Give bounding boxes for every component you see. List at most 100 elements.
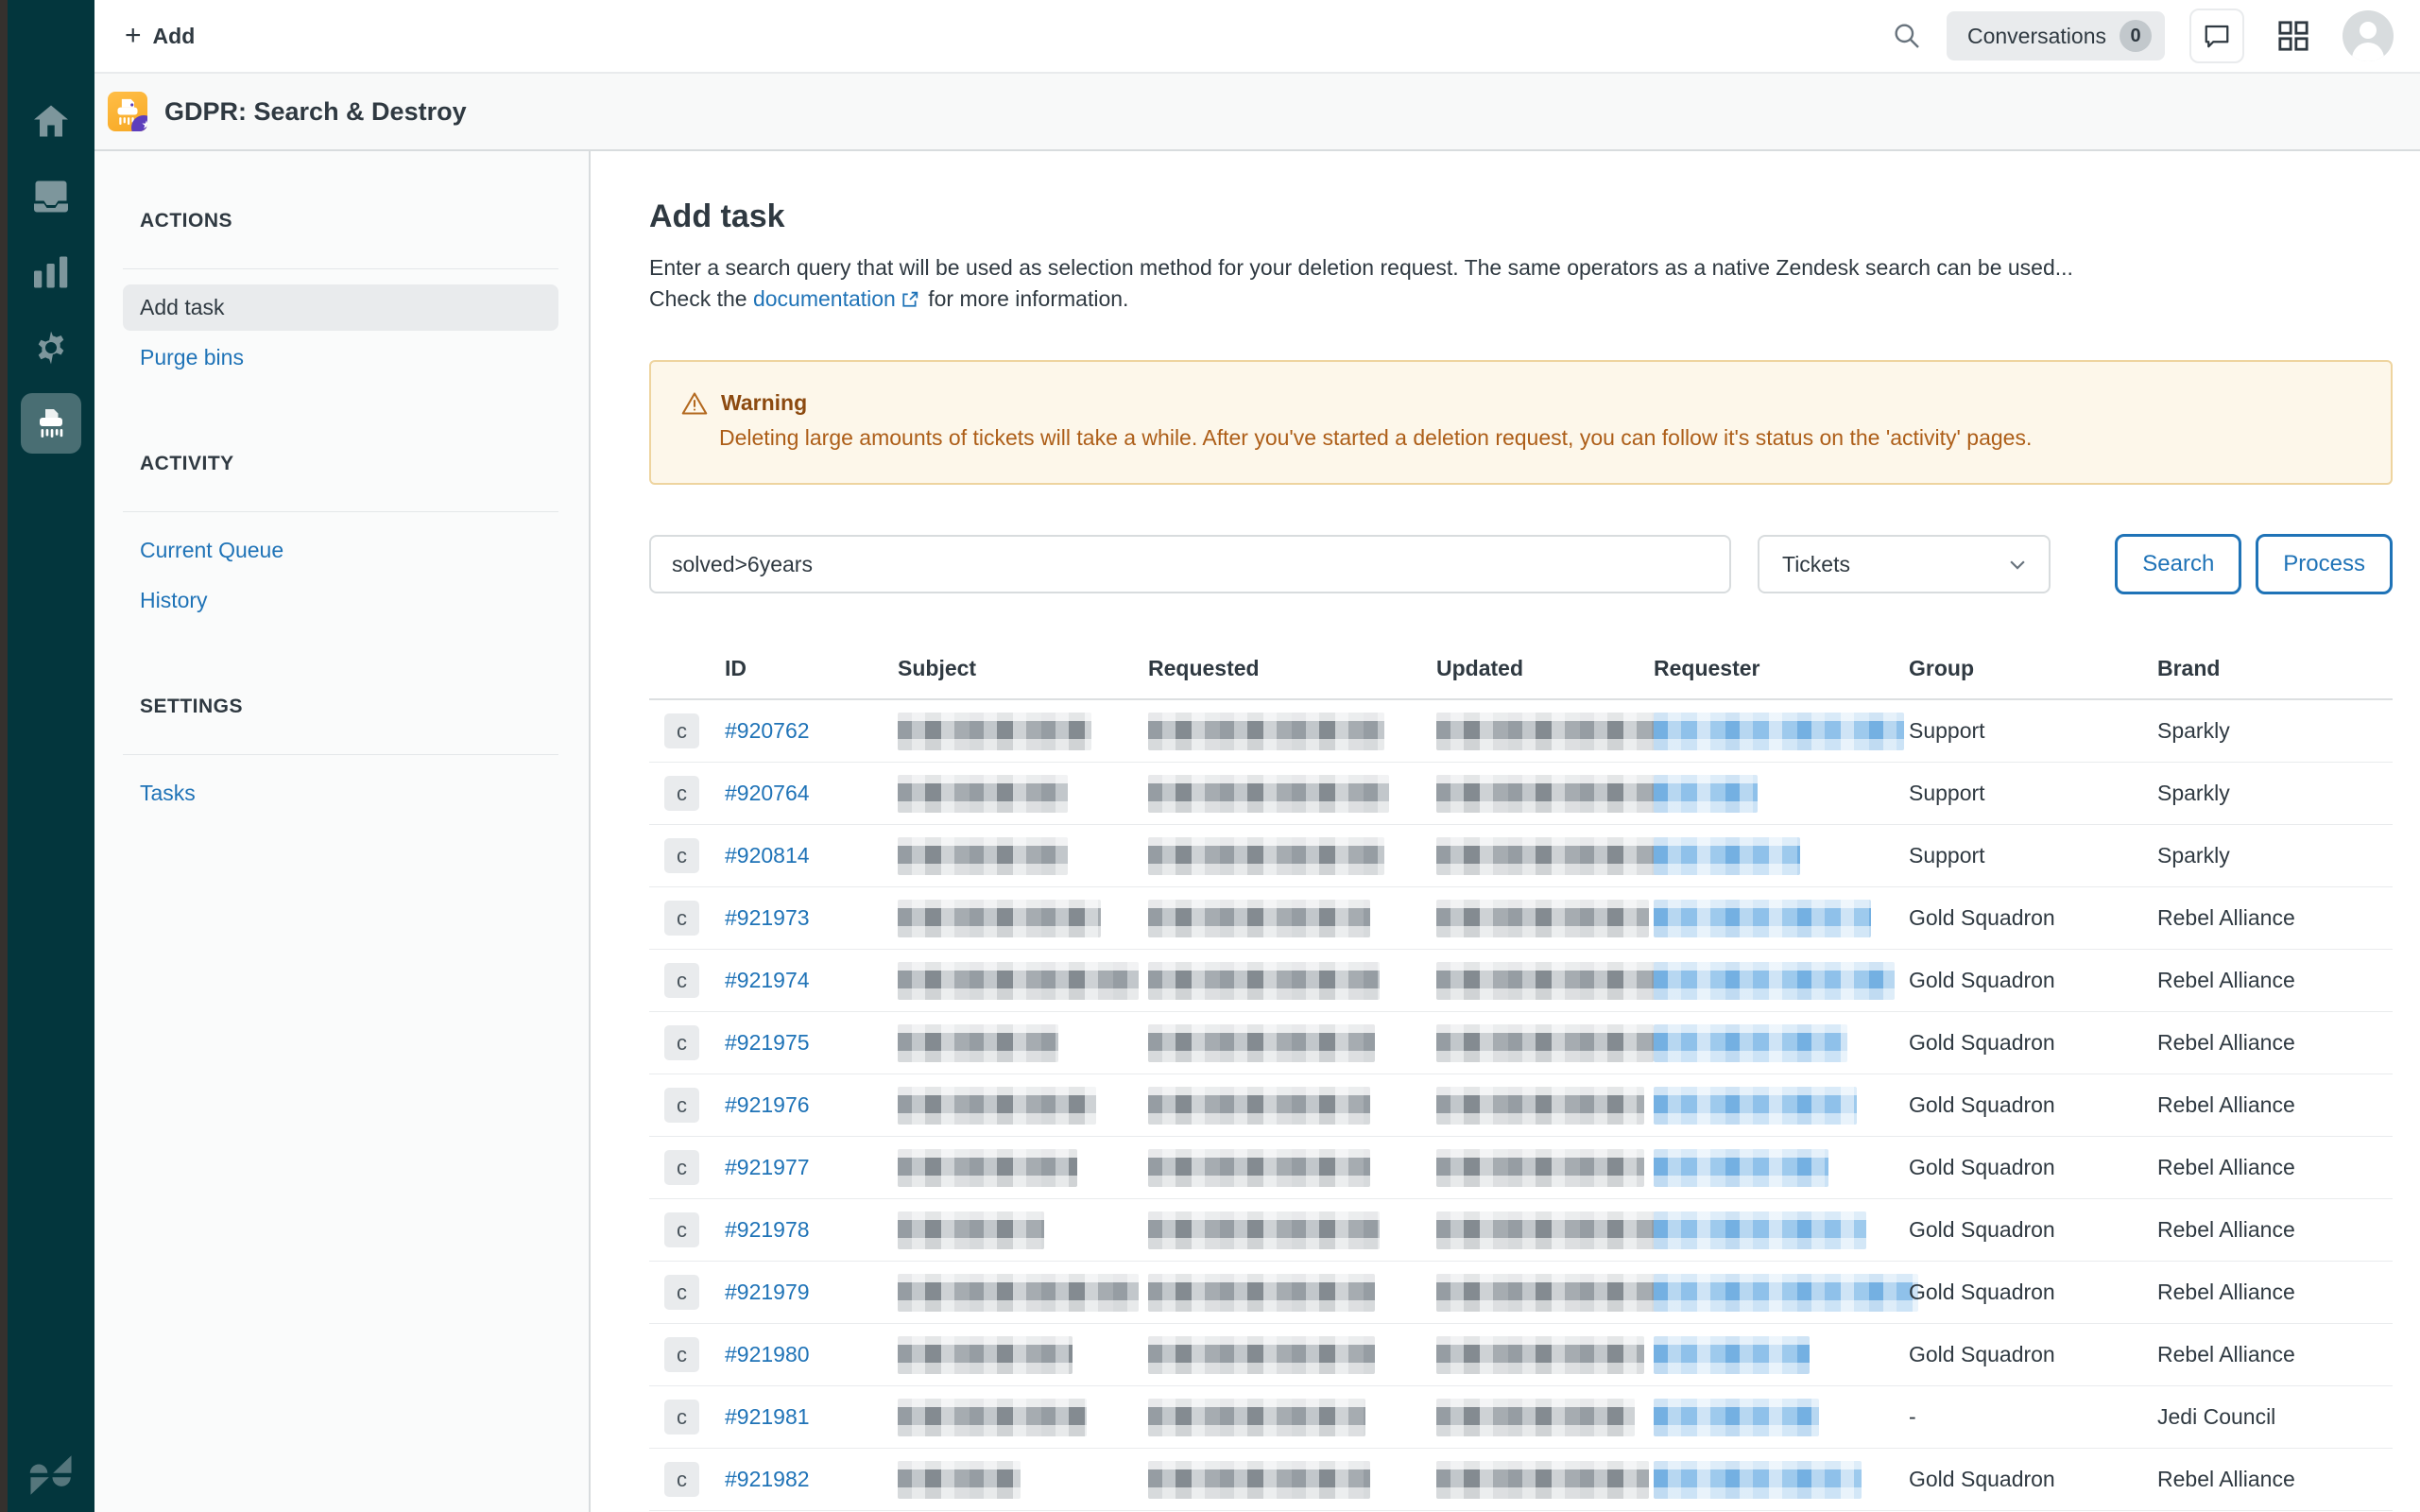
status-badge: c [664,1462,699,1497]
process-button[interactable]: Process [2256,534,2393,594]
ticket-id-link[interactable]: #921976 [725,1092,810,1117]
redacted-requester-link[interactable] [1654,774,1758,813]
redacted-requester-link[interactable] [1654,1148,1828,1187]
redacted-subject [898,774,1068,813]
redacted-updated-date [1436,836,1673,875]
apps-grid-button[interactable] [2269,11,2318,60]
redacted-requester-link[interactable] [1654,712,1904,750]
search-icon[interactable] [1892,21,1922,51]
brand-cell: Rebel Alliance [2157,1467,2295,1491]
redacted-requester-link[interactable] [1654,836,1800,875]
table-row: c #921982 Gold Squadron Rebel Alliance [649,1449,2393,1511]
type-dropdown[interactable]: Tickets [1758,535,2051,593]
status-badge: c [664,963,699,998]
ticket-id-link[interactable]: #920764 [725,781,810,805]
redacted-requested-date [1148,1023,1375,1062]
home-icon[interactable] [21,91,81,151]
user-avatar[interactable] [2343,10,2394,61]
divider [123,511,558,512]
ticket-id-link[interactable]: #921981 [725,1404,810,1429]
views-icon[interactable] [21,166,81,227]
nav-item-purge-bins[interactable]: Purge bins [140,345,244,369]
status-badge: c [664,1275,699,1310]
ticket-id-link[interactable]: #920762 [725,718,810,743]
nav-item-current-queue[interactable]: Current Queue [140,538,284,562]
redacted-requested-date [1148,961,1380,1000]
group-cell: Gold Squadron [1909,905,2055,930]
brand-cell: Rebel Alliance [2157,1217,2295,1242]
brand-cell: Jedi Council [2157,1404,2276,1429]
redacted-requester-link[interactable] [1654,1460,1862,1499]
redacted-updated-date [1436,712,1673,750]
brand-cell: Sparkly [2157,843,2230,868]
redacted-requester-link[interactable] [1654,1398,1819,1436]
ticket-id-link[interactable]: #921977 [725,1155,810,1179]
table-row: c #921979 Gold Squadron Rebel Alliance [649,1262,2393,1324]
group-cell: Gold Squadron [1909,1092,2055,1117]
reports-icon[interactable] [21,242,81,302]
divider [123,754,558,755]
nav-heading-actions: ACTIONS [140,210,232,232]
nav-item-tasks[interactable]: Tasks [140,781,196,805]
table-row: c #921973 Gold Squadron Rebel Alliance [649,887,2393,950]
plus-icon: + [125,20,142,51]
group-cell: Gold Squadron [1909,1155,2055,1179]
group-cell: Support [1909,781,1985,805]
redacted-requester-link[interactable] [1654,1086,1857,1125]
redacted-updated-date [1436,1273,1668,1312]
page-description-line1: Enter a search query that will be used a… [649,255,2073,280]
redacted-requester-link[interactable] [1654,961,1895,1000]
redacted-updated-date [1436,899,1649,937]
conversations-button[interactable]: Conversations 0 [1946,11,2165,60]
add-button[interactable]: + Add [125,20,196,51]
page-title: Add task [649,198,785,234]
documentation-link[interactable]: documentation [752,286,896,311]
table-row: c #921981 - Jedi Council [649,1386,2393,1449]
app-title: GDPR: Search & Destroy [164,96,467,126]
ticket-id-link[interactable]: #920814 [725,843,810,868]
redacted-requester-link[interactable] [1654,1211,1866,1249]
redacted-updated-date [1436,1460,1649,1499]
ticket-id-link[interactable]: #921982 [725,1467,810,1491]
ticket-id-link[interactable]: #921973 [725,905,810,930]
warning-triangle-icon [681,391,708,416]
ticket-id-link[interactable]: #921978 [725,1217,810,1242]
redacted-subject [898,899,1101,937]
status-badge: c [664,901,699,936]
redacted-updated-date [1436,1086,1644,1125]
ticket-id-link[interactable]: #921980 [725,1342,810,1366]
redacted-requester-link[interactable] [1654,1273,1918,1312]
nav-item-add-task[interactable]: Add task [123,284,558,331]
zendesk-logo [8,1455,94,1495]
group-cell: - [1909,1404,1916,1429]
nav-heading-settings: SETTINGS [140,696,244,717]
app-shredder-icon[interactable] [21,393,81,454]
redacted-updated-date [1436,1211,1658,1249]
chat-button[interactable] [2189,9,2244,63]
nav-heading-activity: ACTIVITY [140,453,234,474]
redacted-subject [898,1273,1139,1312]
group-cell: Gold Squadron [1909,1467,2055,1491]
brand-cell: Rebel Alliance [2157,1342,2295,1366]
redacted-requester-link[interactable] [1654,1335,1810,1374]
table-row: c #921978 Gold Squadron Rebel Alliance [649,1199,2393,1262]
redacted-requester-link[interactable] [1654,899,1871,937]
redacted-updated-date [1436,1023,1654,1062]
ticket-id-link[interactable]: #921979 [725,1280,810,1304]
app-header: ★ GDPR: Search & Destroy [94,74,2420,151]
admin-gear-icon[interactable] [21,318,81,378]
redacted-subject [898,1398,1087,1436]
nav-item-history[interactable]: History [140,588,208,612]
ticket-id-link[interactable]: #921975 [725,1030,810,1055]
redacted-updated-date [1436,1148,1644,1187]
brand-cell: Rebel Alliance [2157,1030,2295,1055]
group-cell: Gold Squadron [1909,968,2055,992]
group-cell: Support [1909,718,1985,743]
search-button[interactable]: Search [2115,534,2242,594]
query-input[interactable] [649,535,1731,593]
redacted-requester-link[interactable] [1654,1023,1847,1062]
ticket-id-link[interactable]: #921974 [725,968,810,992]
status-badge: c [664,1088,699,1123]
redacted-updated-date [1436,1335,1644,1374]
